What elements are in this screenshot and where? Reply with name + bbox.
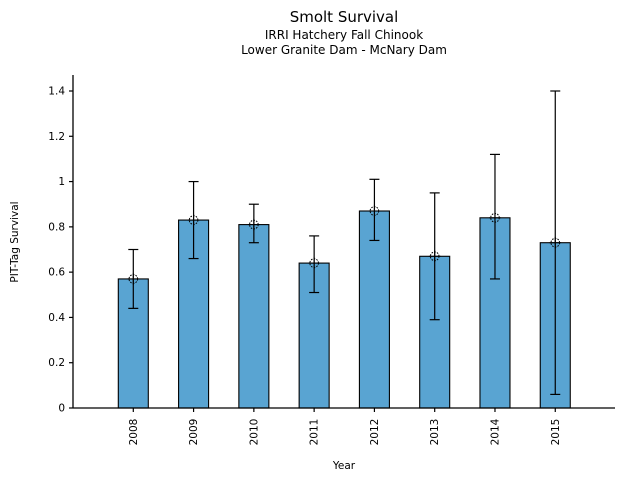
x-axis-label: Year [332, 460, 356, 472]
point-marker-2008 [127, 273, 140, 285]
x-tick-label-2012: 2012 [369, 419, 381, 446]
point-marker-2014 [489, 212, 501, 224]
chart-subtitle-line1: IRRI Hatchery Fall Chinook [265, 28, 423, 42]
point-marker-2012 [368, 205, 381, 217]
y-tick-label-0.8: 0.8 [48, 221, 65, 233]
y-tick-label-0: 0 [58, 403, 65, 415]
point-marker-2013 [428, 250, 441, 263]
x-tick-label-2015: 2015 [550, 419, 562, 446]
x-tick-label-2011: 2011 [309, 419, 321, 446]
point-marker-2011 [308, 257, 320, 269]
y-tick-label-0.6: 0.6 [48, 267, 65, 279]
y-axis-label: PIT-Tag Survival [9, 201, 21, 282]
y-tick-label-1.4: 1.4 [48, 86, 65, 98]
x-tick-label-2010: 2010 [248, 419, 260, 446]
point-marker-2010 [248, 218, 260, 231]
chart-title: Smolt Survival [290, 8, 399, 26]
point-marker-2015 [549, 236, 562, 249]
y-tick-label-1: 1 [58, 176, 65, 188]
bar-2010 [238, 224, 270, 409]
chart-subtitle-line2: Lower Granite Dam - McNary Dam [241, 43, 447, 57]
point-marker-2009 [187, 214, 200, 226]
x-tick-label-2014: 2014 [489, 418, 501, 445]
x-tick-label-2013: 2013 [429, 419, 441, 446]
y-tick-label-0.2: 0.2 [48, 357, 65, 369]
x-tick-label-2009: 2009 [188, 419, 200, 446]
y-tick-label-1.2: 1.2 [48, 131, 65, 143]
y-tick-label-0.4: 0.4 [48, 312, 65, 324]
x-tick-label-2008: 2008 [128, 419, 140, 446]
